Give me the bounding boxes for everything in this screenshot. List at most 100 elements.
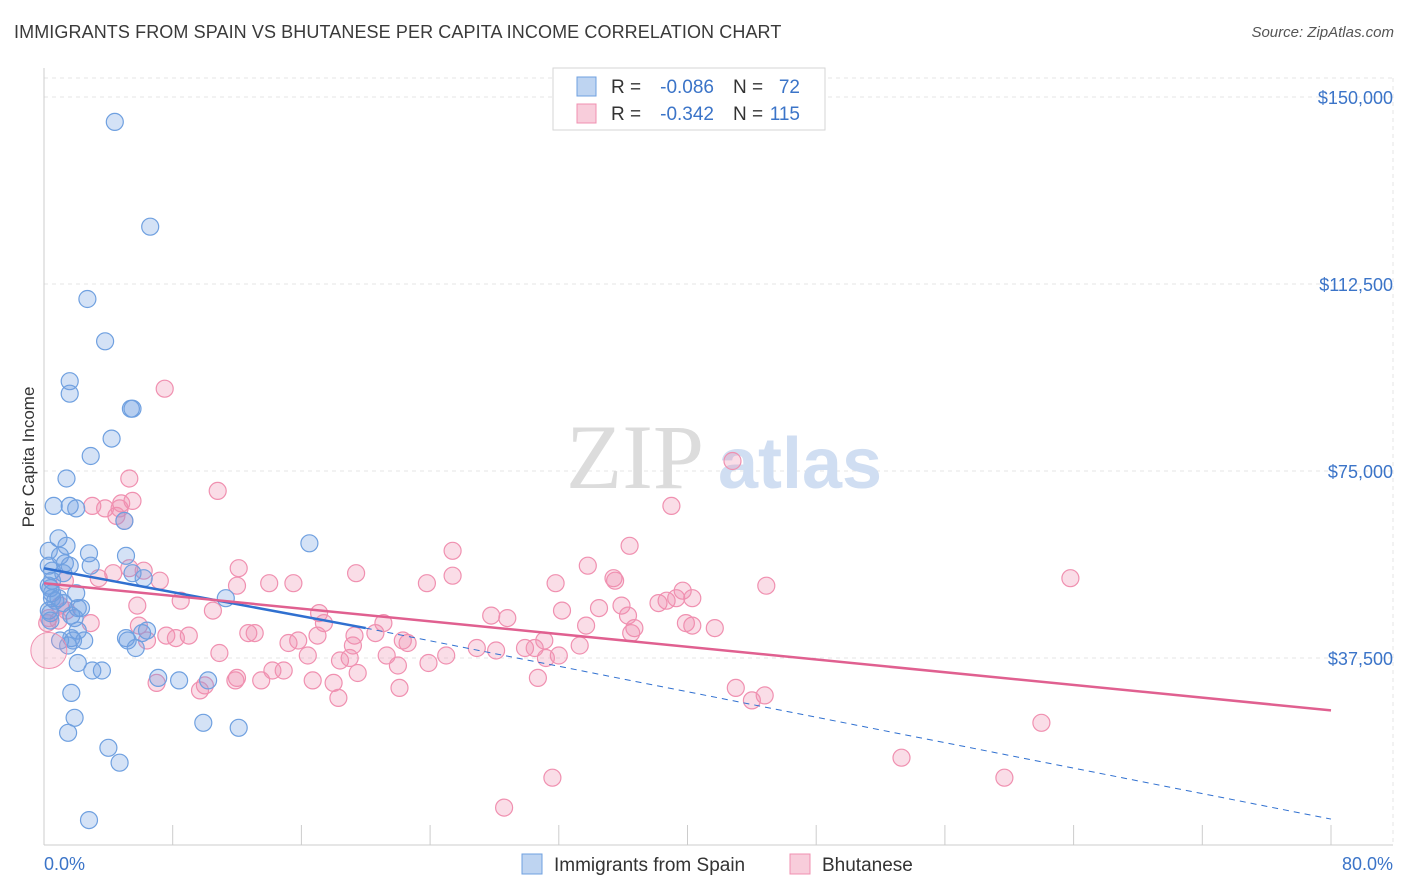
point-s0-4 (60, 372, 79, 391)
point-s1-93 (726, 678, 745, 698)
point-s0-18 (39, 541, 58, 560)
point-s1-80 (348, 663, 367, 683)
point-s1-25 (284, 574, 303, 593)
point-s1-28 (417, 574, 436, 593)
point-s1-3 (208, 481, 227, 500)
x-tick-label-min: 0.0% (44, 854, 85, 874)
point-s0-66 (194, 713, 213, 732)
point-s1-65 (487, 641, 506, 660)
point-s0-3 (95, 332, 115, 351)
point-s1-59 (279, 633, 298, 653)
axes (43, 68, 1393, 846)
point-s0-25 (81, 556, 100, 575)
point-s0-57 (126, 638, 145, 658)
series-points-0 (39, 112, 319, 830)
point-s0-41 (71, 598, 91, 618)
point-s1-97 (528, 668, 548, 688)
point-s1-79 (324, 673, 343, 693)
point-s0-2 (78, 289, 97, 309)
point-s1-13 (443, 541, 462, 560)
point-s0-10 (57, 469, 76, 488)
point-s0-62 (170, 671, 189, 690)
point-s1-27 (546, 574, 565, 593)
point-s1-21 (347, 564, 366, 583)
point-s1-37 (649, 593, 668, 613)
point-s0-60 (92, 661, 112, 680)
y-tick-label-3: $37,500 (1328, 649, 1393, 669)
point-s0-68 (58, 723, 78, 742)
y-tick-label-2: $75,000 (1328, 462, 1393, 482)
point-s0-9 (81, 446, 100, 466)
point-s1-10 (662, 496, 681, 515)
point-s1-89 (705, 618, 724, 638)
legend-r-label-0: R = (611, 77, 641, 98)
point-s1-57 (393, 631, 412, 650)
point-s1-29 (757, 576, 776, 595)
legend-n-label-0: N = (733, 77, 763, 98)
point-s1-56 (366, 623, 385, 643)
point-s1-81 (195, 676, 214, 695)
legend-swatch-0 (576, 76, 597, 97)
point-s1-23 (1061, 569, 1080, 588)
point-s1-78 (303, 671, 322, 690)
point-s0-63 (199, 671, 218, 690)
point-s0-46 (41, 611, 60, 630)
trend-extension-0 (365, 627, 1332, 820)
point-s1-98 (388, 656, 407, 675)
point-s0-44 (62, 606, 81, 625)
point-s0-67 (229, 718, 248, 737)
series-points-1 (38, 379, 1080, 817)
point-s1-34 (589, 598, 609, 618)
legend-swatch-1 (576, 103, 597, 124)
point-s0-70 (110, 753, 129, 772)
bottom-legend: Immigrants from Spain Bhutanese (521, 853, 913, 876)
point-s1-51 (239, 623, 258, 643)
point-s1-18 (134, 561, 153, 580)
data-points (30, 112, 1080, 830)
point-s1-58 (398, 633, 417, 653)
point-s1-38 (667, 589, 686, 608)
point-s1-99 (1032, 713, 1051, 732)
point-s0-64 (62, 683, 81, 703)
point-s0-48 (137, 621, 157, 640)
point-s0-1 (141, 217, 160, 236)
legend-n-value-0: 72 (779, 77, 800, 98)
point-s0-65 (65, 708, 84, 727)
point-s1-30 (605, 571, 625, 590)
point-s1-95 (742, 691, 762, 710)
watermark: ZIP atlas (566, 406, 882, 508)
point-s1-102 (543, 768, 562, 787)
point-s1-61 (437, 646, 456, 665)
point-s1-0 (155, 379, 174, 398)
point-s1-19 (150, 571, 169, 590)
x-tick-label-max: 80.0% (1342, 854, 1393, 874)
point-s1-63 (467, 638, 486, 658)
point-s1-85 (390, 678, 409, 698)
point-s1-101 (995, 768, 1014, 787)
y-tick-label-0: $150,000 (1318, 88, 1393, 108)
trend-lines (43, 567, 1332, 820)
point-s1-69 (210, 643, 229, 663)
trend-line-1 (43, 581, 1332, 712)
point-s1-103 (495, 798, 514, 817)
point-s0-43 (41, 603, 60, 623)
point-s1-76 (274, 661, 293, 680)
legend-r-value-1: -0.342 (660, 104, 714, 125)
point-s1-1 (723, 451, 742, 471)
point-s1-96 (329, 688, 348, 708)
point-s1-16 (229, 559, 248, 578)
point-s0-0 (105, 112, 124, 132)
point-s0-16 (57, 536, 76, 555)
point-s0-61 (149, 668, 168, 688)
bottom-legend-label-0: Immigrants from Spain (554, 855, 745, 876)
legend-r-value-0: -0.086 (660, 77, 714, 98)
point-s0-17 (300, 534, 319, 553)
point-s1-40 (203, 601, 222, 620)
point-s1-77 (252, 671, 271, 690)
point-s1-52 (245, 623, 264, 643)
point-s1-44 (498, 608, 517, 628)
point-s0-5 (60, 384, 79, 403)
point-s1-92 (676, 613, 696, 633)
point-s1-33 (683, 589, 702, 608)
watermark-atlas: atlas (718, 424, 882, 504)
